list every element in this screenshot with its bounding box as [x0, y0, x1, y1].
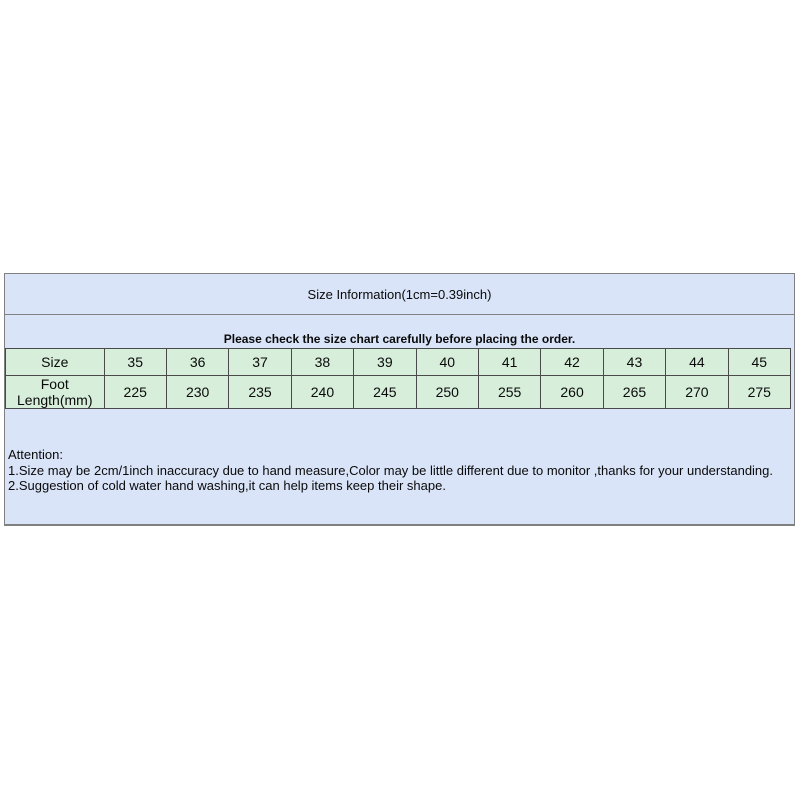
foot-length-cell: 245: [353, 375, 417, 409]
foot-length-row: Foot Length(mm) 225 230 235 240 245 250 …: [5, 375, 792, 409]
foot-length-cell: 230: [165, 375, 230, 409]
size-cell: 41: [477, 348, 542, 376]
size-cell: 38: [290, 348, 355, 376]
foot-length-cell: 260: [540, 375, 604, 409]
sheet-title: Size Information(1cm=0.39inch): [5, 274, 794, 315]
foot-length-cell: 275: [727, 375, 792, 409]
size-row: Size 35 36 37 38 39 40 41 42 43 44 45: [5, 348, 792, 376]
size-cell: 39: [353, 348, 417, 376]
size-cell: 45: [727, 348, 792, 376]
foot-length-cell: 265: [602, 375, 667, 409]
size-cell: 43: [602, 348, 667, 376]
attention-line-1: 1.Size may be 2cm/1inch inaccuracy due t…: [8, 462, 774, 478]
size-cell: 35: [103, 348, 167, 376]
size-information-sheet: Size Information(1cm=0.39inch) Please ch…: [4, 273, 795, 526]
foot-length-cell: 250: [415, 375, 479, 409]
foot-length-cell: 255: [477, 375, 542, 409]
attention-block: Attention: 1.Size may be 2cm/1inch inacc…: [5, 409, 794, 524]
size-cell: 44: [665, 348, 729, 376]
foot-length-cell: 225: [103, 375, 167, 409]
foot-length-cell: 270: [665, 375, 729, 409]
attention-line-2: 2.Suggestion of cold water hand washing,…: [8, 478, 446, 493]
size-row-label: Size: [5, 348, 105, 376]
size-cell: 40: [415, 348, 479, 376]
foot-length-row-label: Foot Length(mm): [5, 375, 105, 409]
foot-length-cell: 235: [228, 375, 292, 409]
size-chart-table: Size 35 36 37 38 39 40 41 42 43 44 45 Fo…: [5, 348, 792, 409]
foot-length-cell: 240: [290, 375, 355, 409]
size-cell: 42: [540, 348, 604, 376]
attention-heading: Attention:: [8, 447, 63, 462]
size-cell: 36: [165, 348, 230, 376]
size-cell: 37: [228, 348, 292, 376]
size-chart-notice: Please check the size chart carefully be…: [223, 332, 576, 346]
